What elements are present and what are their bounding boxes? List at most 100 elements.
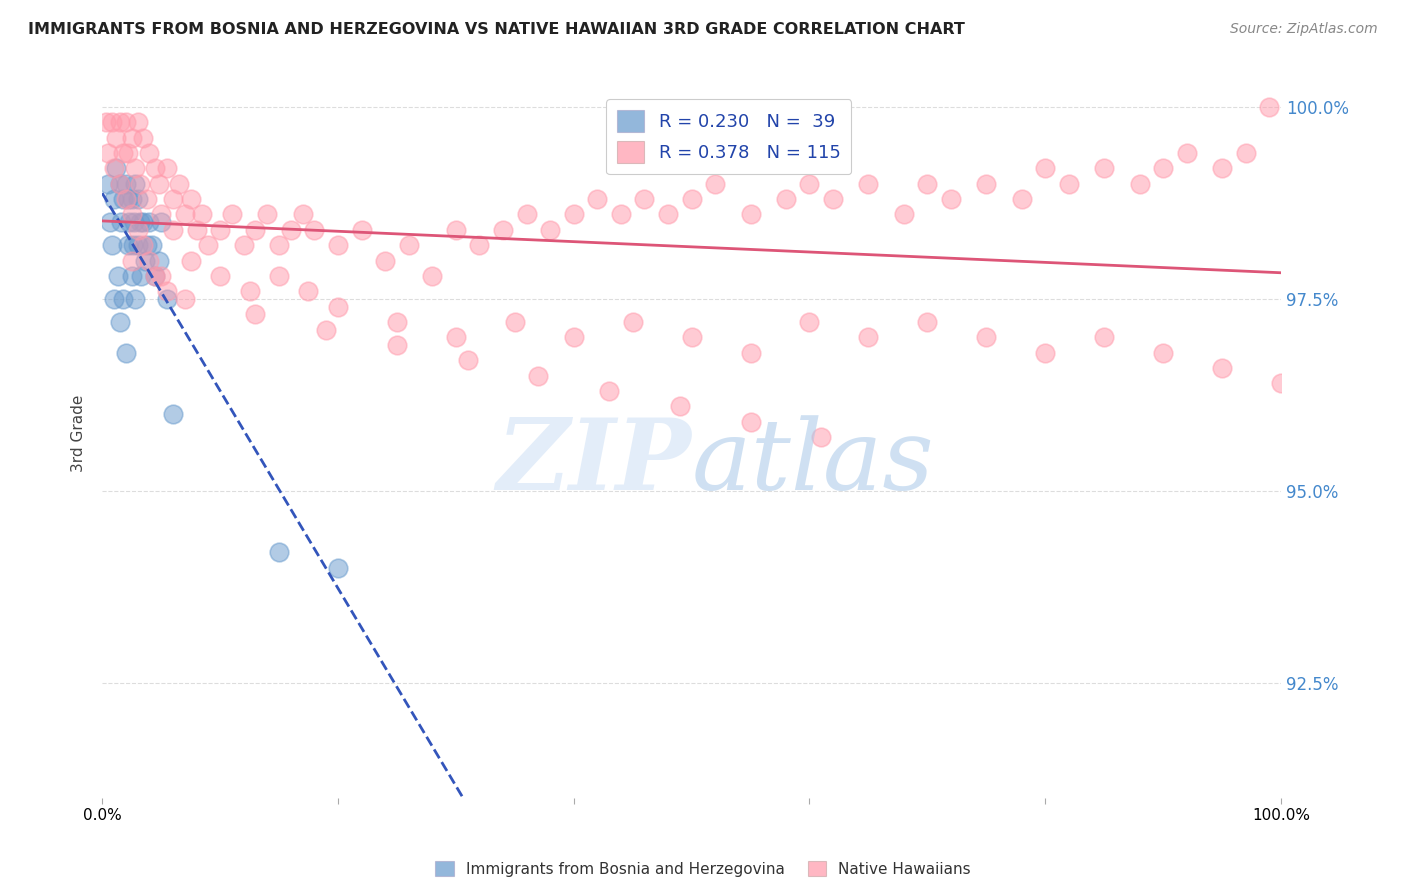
Point [538, 223, 561, 237]
Point [150, 215, 173, 229]
Point [810, 430, 832, 444]
Point [112, 192, 135, 206]
Point [121, 130, 143, 145]
Point [858, 177, 880, 191]
Point [586, 192, 609, 206]
Point [107, 268, 129, 283]
Point [162, 192, 184, 206]
Point [562, 330, 585, 344]
Point [121, 192, 143, 206]
Point [148, 177, 170, 191]
Point [267, 545, 290, 559]
Text: ZIP: ZIP [496, 414, 692, 511]
Point [668, 400, 690, 414]
Point [94, 115, 117, 129]
Point [143, 268, 166, 283]
Point [657, 207, 679, 221]
Point [503, 315, 526, 329]
Point [132, 130, 155, 145]
Point [180, 253, 202, 268]
Point [143, 268, 166, 283]
Point [136, 238, 159, 252]
Point [150, 207, 173, 221]
Point [100, 115, 122, 129]
Point [221, 207, 243, 221]
Point [186, 223, 208, 237]
Point [374, 253, 396, 268]
Point [118, 215, 141, 229]
Point [180, 192, 202, 206]
Point [385, 338, 408, 352]
Point [1152, 345, 1174, 359]
Point [297, 284, 319, 298]
Text: Source: ZipAtlas.com: Source: ZipAtlas.com [1230, 22, 1378, 37]
Point [114, 177, 136, 191]
Point [173, 207, 195, 221]
Point [245, 307, 267, 321]
Point [197, 238, 219, 252]
Point [1175, 146, 1198, 161]
Point [527, 368, 550, 383]
Point [326, 560, 349, 574]
Point [156, 284, 179, 298]
Point [267, 268, 290, 283]
Point [1128, 177, 1150, 191]
Point [1092, 161, 1115, 176]
Point [117, 146, 139, 161]
Point [124, 161, 146, 176]
Point [939, 192, 962, 206]
Point [117, 238, 139, 252]
Point [108, 177, 131, 191]
Legend: R = 0.230   N =  39, R = 0.378   N = 115: R = 0.230 N = 39, R = 0.378 N = 115 [606, 99, 852, 174]
Point [610, 207, 633, 221]
Point [1234, 146, 1257, 161]
Legend: Immigrants from Bosnia and Herzegovina, Native Hawaiians: Immigrants from Bosnia and Herzegovina, … [427, 853, 979, 884]
Point [633, 192, 655, 206]
Point [138, 253, 160, 268]
Point [150, 268, 173, 283]
Point [114, 345, 136, 359]
Point [103, 292, 125, 306]
Point [799, 315, 821, 329]
Point [105, 130, 128, 145]
Point [799, 177, 821, 191]
Point [315, 323, 337, 337]
Point [148, 253, 170, 268]
Point [917, 177, 939, 191]
Point [127, 192, 149, 206]
Point [138, 215, 160, 229]
Point [974, 177, 997, 191]
Text: IMMIGRANTS FROM BOSNIA AND HERZEGOVINA VS NATIVE HAWAIIAN 3RD GRADE CORRELATION : IMMIGRANTS FROM BOSNIA AND HERZEGOVINA V… [28, 22, 965, 37]
Point [136, 192, 159, 206]
Point [1152, 161, 1174, 176]
Point [457, 353, 479, 368]
Point [468, 238, 491, 252]
Point [326, 238, 349, 252]
Point [326, 300, 349, 314]
Point [1211, 161, 1233, 176]
Point [127, 238, 149, 252]
Point [304, 223, 326, 237]
Point [97, 146, 120, 161]
Point [129, 215, 152, 229]
Point [209, 223, 232, 237]
Point [740, 415, 762, 429]
Point [974, 330, 997, 344]
Point [127, 115, 149, 129]
Point [124, 177, 146, 191]
Point [681, 192, 703, 206]
Point [162, 223, 184, 237]
Point [108, 115, 131, 129]
Point [105, 161, 128, 176]
Point [167, 177, 190, 191]
Point [138, 146, 160, 161]
Point [821, 192, 844, 206]
Point [156, 161, 179, 176]
Point [134, 253, 156, 268]
Point [1033, 161, 1056, 176]
Point [103, 161, 125, 176]
Point [492, 223, 515, 237]
Point [420, 268, 443, 283]
Point [110, 215, 132, 229]
Point [108, 315, 131, 329]
